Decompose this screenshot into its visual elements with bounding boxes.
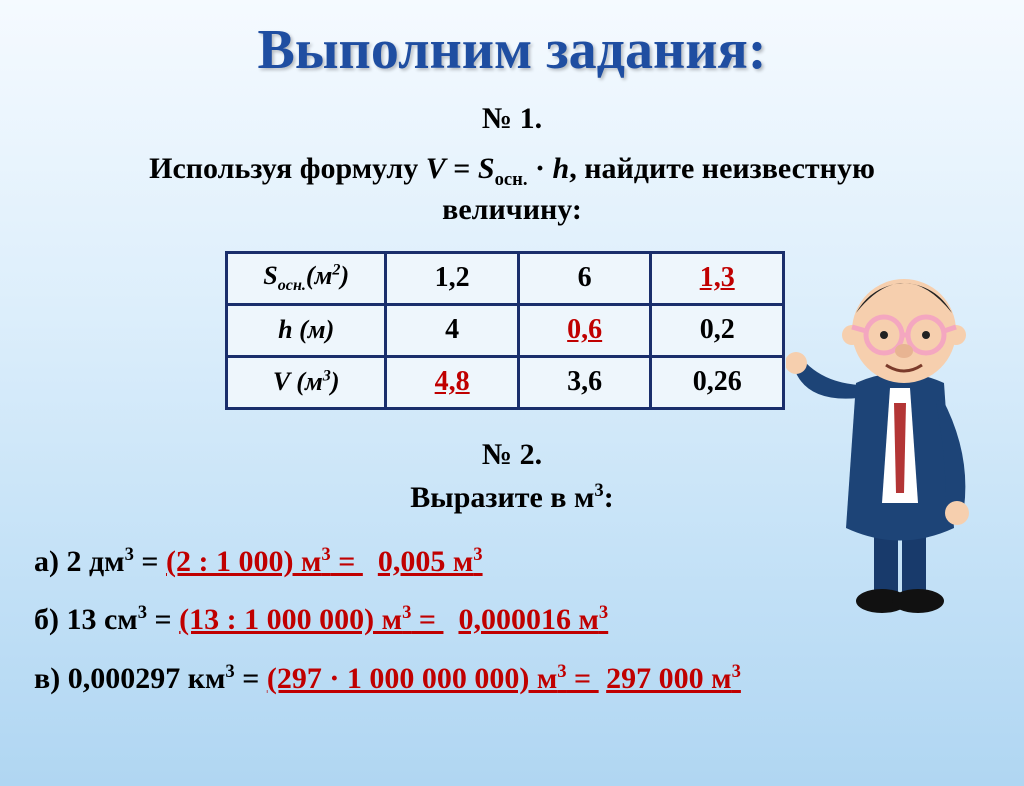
hdr-V-unit: (м xyxy=(290,367,323,396)
item-b-result: 0,000016 м3 xyxy=(458,603,608,636)
item-a-calc-text: (2 : 1 000) м xyxy=(166,545,321,578)
item-a-result: 0,005 м3 xyxy=(378,545,483,578)
item-b-calc-eq: = xyxy=(411,603,443,636)
answer-r3: 4,8 xyxy=(435,366,470,397)
item-b-sup: 3 xyxy=(138,602,147,623)
item-a-calc-sup: 3 xyxy=(321,544,330,565)
answer-r2: 0,6 xyxy=(567,314,602,345)
cell-r3c2: 3,6 xyxy=(518,356,651,408)
item-b-res-text: 0,000016 м xyxy=(458,603,598,636)
item-a-sup: 3 xyxy=(125,544,134,565)
formula-dot: · xyxy=(528,152,553,185)
item-c-calc: (297 · 1 000 000 000) м3 = xyxy=(267,662,599,695)
cell-r1c3: 1,3 xyxy=(651,252,784,304)
t2-instr-prefix: Выразите в м xyxy=(410,481,594,514)
item-a-label: а) 2 дм xyxy=(34,545,125,578)
item-c-result: 297 000 м3 xyxy=(606,662,741,695)
item-c-calc-sup: 3 xyxy=(557,661,566,682)
formula-V: V xyxy=(426,152,446,185)
item-c-label: в) 0,000297 км xyxy=(34,662,225,695)
list-item: в) 0,000297 км3 = (297 · 1 000 000 000) … xyxy=(34,650,1024,709)
page-title: Выполним задания: xyxy=(0,18,1024,82)
item-b-calc-sup: 3 xyxy=(402,602,411,623)
formula-eq: = xyxy=(446,152,478,185)
hdr-S-unit: (м xyxy=(306,261,332,290)
item-a-eq: = xyxy=(134,545,166,578)
row-header-h: h (м) xyxy=(227,304,386,356)
cell-r1c2: 6 xyxy=(518,252,651,304)
instr-suffix: , найдите неизвестную xyxy=(569,152,875,185)
item-c-calc-text: (297 · 1 000 000 000) м xyxy=(267,662,557,695)
hdr-h-unit: (м) xyxy=(293,315,335,344)
hdr-S-sub: осн. xyxy=(278,277,306,294)
instr-line2: величину: xyxy=(442,193,582,226)
formula-S: S xyxy=(478,152,495,185)
item-b-calc-text: (13 : 1 000 000) м xyxy=(179,603,402,636)
hdr-S-close: ) xyxy=(340,261,349,290)
formula-h: h xyxy=(553,152,570,185)
item-c-eq: = xyxy=(235,662,267,695)
item-c-calc-eq: = xyxy=(567,662,599,695)
hdr-S: S xyxy=(263,261,277,290)
task1-instruction: Используя формулу V = Sосн. · h, найдите… xyxy=(0,150,1024,229)
hdr-V: V xyxy=(273,367,290,396)
cell-r2c1: 4 xyxy=(386,304,519,356)
table-row: V (м3) 4,8 3,6 0,26 xyxy=(227,356,784,408)
row-header-S: Sосн.(м2) xyxy=(227,252,386,304)
answer-r1: 1,3 xyxy=(700,262,735,293)
table-row: Sосн.(м2) 1,2 6 1,3 xyxy=(227,252,784,304)
table-row: h (м) 4 0,6 0,2 xyxy=(227,304,784,356)
hdr-V-close: ) xyxy=(331,367,340,396)
t2-instr-suffix: : xyxy=(604,481,614,514)
hdr-V-sup: 3 xyxy=(323,368,331,385)
item-a-calc-eq: = xyxy=(331,545,363,578)
item-b-calc: (13 : 1 000 000) м3 = xyxy=(179,603,443,636)
hdr-h: h xyxy=(278,315,292,344)
item-b-res-sup: 3 xyxy=(599,602,608,623)
task1-table: Sосн.(м2) 1,2 6 1,3 h (м) 4 0,6 0,2 V (м… xyxy=(225,251,785,410)
mascot-icon xyxy=(786,253,1006,623)
cell-r2c2: 0,6 xyxy=(518,304,651,356)
cell-r1c1: 1,2 xyxy=(386,252,519,304)
item-a-res-text: 0,005 м xyxy=(378,545,473,578)
item-c-res-sup: 3 xyxy=(732,661,741,682)
cell-r2c3: 0,2 xyxy=(651,304,784,356)
instr-prefix: Используя формулу xyxy=(149,152,426,185)
item-a-calc: (2 : 1 000) м3 = xyxy=(166,545,363,578)
task1-number: № 1. xyxy=(0,102,1024,136)
item-c-sup: 3 xyxy=(225,661,234,682)
cell-r3c1: 4,8 xyxy=(386,356,519,408)
t2-instr-sup: 3 xyxy=(594,480,603,501)
cell-r3c3: 0,26 xyxy=(651,356,784,408)
formula-S-sub: осн. xyxy=(495,169,528,190)
item-a-res-sup: 3 xyxy=(473,544,482,565)
task1-table-wrap: Sосн.(м2) 1,2 6 1,3 h (м) 4 0,6 0,2 V (м… xyxy=(225,251,785,410)
item-b-eq: = xyxy=(147,603,179,636)
row-header-V: V (м3) xyxy=(227,356,386,408)
item-b-label: б) 13 см xyxy=(34,603,138,636)
item-c-res-text: 297 000 м xyxy=(606,662,731,695)
